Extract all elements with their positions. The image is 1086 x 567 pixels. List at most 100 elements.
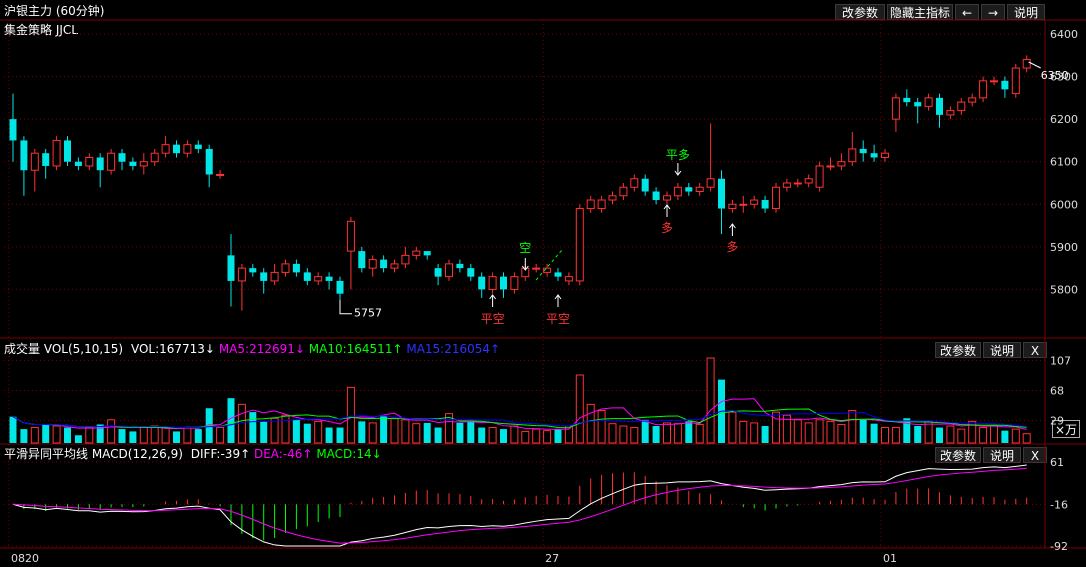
- candle-body: [401, 254, 410, 265]
- volume-bar: [20, 429, 28, 443]
- volume-bar: [9, 416, 17, 443]
- candle-body: [205, 148, 213, 175]
- low-price-label: 5757: [354, 307, 382, 320]
- signal-dashed-line: [535, 249, 563, 281]
- candle-body: [183, 144, 192, 154]
- candle-body: [685, 187, 693, 192]
- volume-bar: [500, 429, 507, 443]
- candle-body: [1022, 59, 1031, 69]
- candle-body: [139, 161, 148, 167]
- signal-label: 平多: [666, 148, 690, 162]
- volume-bar: [619, 425, 628, 444]
- x-tick-label: 01: [883, 552, 897, 565]
- price-tick-label: 6300: [1050, 71, 1078, 84]
- volume-bar: [150, 425, 159, 444]
- volume-bar: [42, 424, 50, 443]
- volume-change-params-button[interactable]: 改参数: [935, 342, 981, 358]
- volume-bar: [401, 419, 410, 444]
- volume-bar: [575, 374, 584, 444]
- candle-body: [346, 220, 355, 252]
- grid-lines: [0, 19, 1086, 549]
- volume-help-button[interactable]: 说明: [983, 342, 1021, 358]
- volume-bar: [434, 427, 442, 443]
- macd-change-params-button[interactable]: 改参数: [935, 447, 981, 463]
- volume-bar: [194, 429, 202, 443]
- candle-body: [619, 186, 628, 197]
- volume-bar: [761, 426, 769, 443]
- candle-body: [990, 80, 998, 83]
- candle-body: [237, 267, 246, 282]
- candle-body: [9, 119, 17, 141]
- volume-bar: [652, 426, 660, 443]
- volume-bar: [554, 429, 562, 443]
- price-tick-label: 5800: [1050, 283, 1078, 296]
- candle-body: [336, 280, 344, 294]
- candle-body: [270, 271, 279, 282]
- diff-value: DIFF:-39↑: [190, 447, 251, 461]
- volume-bar: [216, 427, 225, 444]
- volume-bar: [64, 427, 71, 443]
- macd-close-button[interactable]: X: [1023, 447, 1047, 463]
- candle-body: [750, 199, 759, 205]
- candle-body: [772, 186, 780, 210]
- candle-body: [227, 255, 235, 281]
- high-price-label: 6350: [1041, 69, 1069, 82]
- volume-bar: [728, 411, 737, 444]
- volume-bar: [695, 423, 704, 444]
- volume-bar: [488, 427, 497, 444]
- volume-bar: [586, 403, 595, 444]
- volume-bar: [936, 427, 943, 443]
- candle-body: [630, 178, 639, 188]
- signal-arrow-head: [521, 265, 529, 271]
- volume-bar: [336, 427, 344, 443]
- volume-bar: [237, 403, 246, 444]
- macd-panel-title: 平滑异同平均线 MACD(12,26,9) DIFF:-39↑ DEA:-46↑…: [4, 446, 382, 462]
- volume-bar: [543, 430, 552, 444]
- volume-bar: [260, 421, 268, 443]
- candle-body: [663, 195, 671, 201]
- volume-bar: [358, 421, 366, 443]
- diff-line: [12, 464, 1027, 547]
- volume-bar: [96, 424, 104, 443]
- candle-body: [107, 152, 116, 171]
- volume-bar: [467, 421, 475, 443]
- candle-body: [510, 276, 519, 290]
- candle-body: [85, 156, 94, 167]
- volume-bar: [597, 410, 606, 444]
- high-marker-line: [1028, 61, 1041, 69]
- candle-body: [292, 263, 300, 273]
- candle-body: [597, 199, 606, 210]
- low-marker-line: [339, 300, 352, 315]
- candle-body: [870, 153, 878, 158]
- macd-tick-label: 61: [1050, 456, 1064, 469]
- volume-bar: [478, 427, 486, 443]
- candle-body: [216, 173, 225, 176]
- signal-arrow-head: [663, 204, 671, 210]
- candle-body: [74, 161, 82, 166]
- candle-body: [695, 186, 704, 193]
- candle-body: [903, 97, 911, 103]
- volume-bar: [173, 431, 180, 443]
- volume-bar: [1011, 428, 1020, 444]
- volume-bar: [630, 427, 639, 444]
- signal-arrow-head: [674, 170, 682, 176]
- macd-help-button[interactable]: 说明: [983, 447, 1021, 463]
- candle-body: [815, 165, 824, 188]
- candle-body: [249, 268, 257, 273]
- volume-bar: [804, 422, 813, 444]
- volume-bar: [891, 427, 900, 444]
- volume-bar: [1022, 433, 1031, 444]
- volume-bar: [772, 411, 780, 444]
- volume-bar: [107, 419, 116, 444]
- price-tick-label: 6100: [1050, 156, 1078, 169]
- signal-label: 空: [519, 241, 531, 255]
- volume-bar: [870, 423, 878, 443]
- candle-body: [881, 152, 889, 158]
- volume-bar: [227, 398, 235, 443]
- volume-bar: [859, 419, 867, 443]
- candle-body: [412, 250, 421, 256]
- volume-close-button[interactable]: X: [1023, 342, 1047, 358]
- candle-body: [380, 259, 388, 269]
- candle-body: [478, 276, 486, 290]
